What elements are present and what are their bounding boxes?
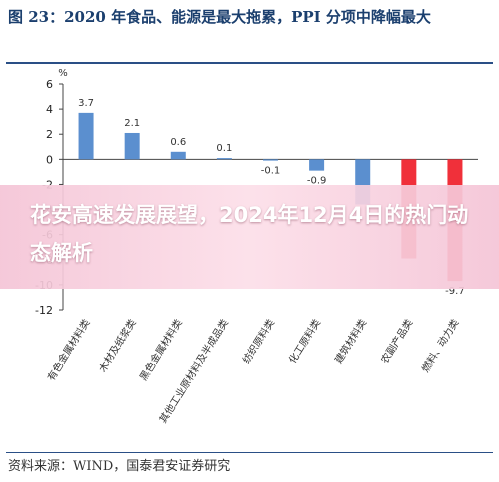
label-layer: 3.7 2.1 0.6 0.1 -0.1 -0.9 -9.7 [78,98,465,297]
category-label: 有色金属材料类 [44,317,92,383]
bar-value-label: 2.1 [124,118,140,129]
bar-value-label: 3.7 [78,98,94,109]
overlay-headline: 花安高速发展展望，2024年12月4日的热门动态解析 [30,203,469,265]
bar-value-label: -0.9 [307,176,327,187]
bar [263,159,278,161]
bar [309,159,325,171]
bar-value-label: 0.6 [170,137,186,148]
source-note: 资料来源：WIND，国泰君安证券研究 [8,459,231,474]
y-tick-label: -2 [42,178,53,191]
y-tick-label: 2 [46,128,53,141]
bar [170,151,186,160]
y-axis-unit-label: % [58,68,68,79]
bar [78,112,94,160]
bar [216,158,232,160]
y-tick-label: 0 [46,153,53,166]
title-rule [6,62,493,64]
title-overlay-banner [0,185,499,289]
category-label: 黑色金属材料类 [137,317,185,383]
category-label: 木材及纸浆类 [96,317,139,375]
y-tick-label: 4 [46,103,53,116]
category-label: 纺织原料类 [240,317,278,366]
y-tick-label: 6 [46,78,53,91]
category-label: 化工原料类 [286,317,324,366]
figure-title: 图 23：2020 年食品、能源是最大拖累，PPI 分项中降幅最大 [8,8,431,26]
y-tick-label: -12 [35,304,53,317]
bottom-rule [6,452,493,453]
bar-value-label: -0.1 [261,166,281,177]
category-label: 燃料、动力类 [419,317,462,375]
bar [124,132,140,160]
category-label: 建筑材料类 [332,317,370,366]
bar-value-label: -9.7 [445,286,465,297]
category-label: 农副产品类 [378,317,416,366]
bar-value-label: 0.1 [216,143,232,154]
